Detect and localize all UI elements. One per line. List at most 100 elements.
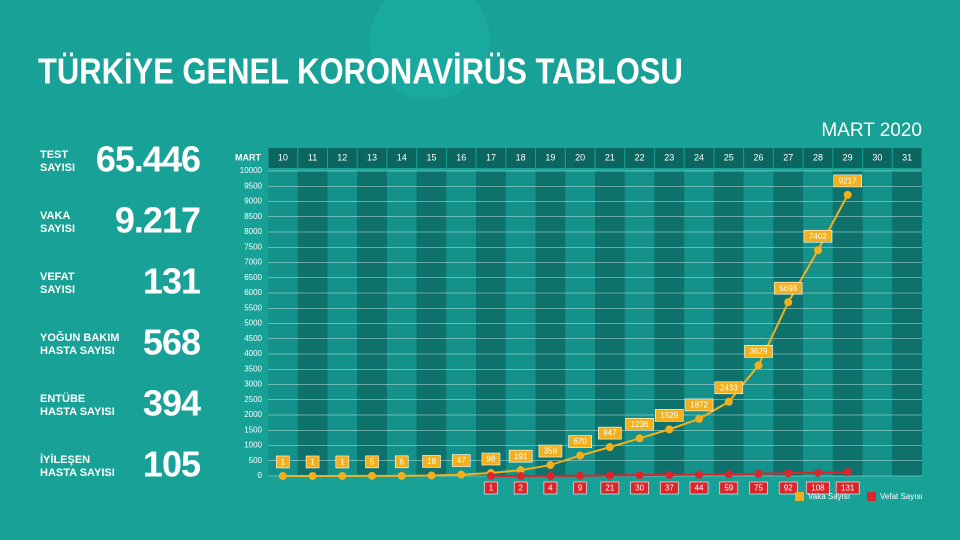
legend-swatch [795,492,804,501]
header-cell [833,148,863,168]
data-point [784,298,793,307]
x-tick-label: 31 [902,152,912,162]
stat-label: VEFAT [40,271,75,283]
x-axis-label: MART [235,152,261,162]
header-cell [417,148,446,168]
value-label-box [573,481,587,495]
legend-swatch [867,492,876,501]
x-tick-label: 26 [753,152,763,162]
data-point [576,471,585,480]
y-tick-label: 1000 [244,441,262,450]
value-label-box [451,454,471,467]
data-point [278,471,287,480]
header-cell [595,148,625,168]
value-label: 75 [754,484,763,493]
x-tick-label: 15 [426,152,436,162]
data-point [813,246,822,255]
x-tick-label: 19 [545,152,555,162]
y-tick-label: 500 [249,456,263,465]
value-label-box [335,455,350,469]
y-tick-label: 5500 [244,303,262,312]
stat-value: 65.446 [96,139,200,180]
y-tick-label: 7500 [244,242,262,251]
data-point [516,471,525,480]
header-cell [744,148,773,168]
y-tick-label: 0 [258,471,263,480]
legend-label: Vefat Sayısı [880,492,923,501]
value-label-box [625,418,654,431]
data-point [665,425,674,434]
value-label: 59 [724,484,733,493]
data-point [754,469,763,478]
value-label-box [773,281,803,295]
data-point [516,466,525,475]
value-label-box [422,455,441,468]
value-label-box [719,481,739,495]
data-point [635,434,644,443]
value-label: 947 [603,429,617,438]
stat-value: 131 [143,261,201,302]
data-point [635,471,644,480]
data-point [605,443,614,452]
y-tick-label: 8500 [244,212,262,221]
stat-value: 9.217 [115,200,200,241]
data-point [843,190,852,199]
value-label-box [276,455,290,469]
value-label: 1 [489,484,494,493]
value-label-box [744,345,773,358]
value-label-box [630,481,649,495]
x-tick-label: 20 [575,152,585,162]
value-label: 37 [665,484,674,493]
data-point [605,471,614,480]
value-label: 7402 [809,232,827,241]
value-label: 30 [635,484,644,493]
value-label: 1236 [631,420,649,429]
x-tick-label: 24 [694,152,704,162]
stat-label: İYİLEŞEN [40,453,90,466]
value-label: 1 [340,458,345,467]
header-cell [298,148,327,168]
value-label: 1 [281,458,286,467]
legend-label: Vaka Sayısı [808,492,850,501]
y-tick-label: 8000 [244,227,262,236]
y-tick-label: 7000 [244,258,262,267]
stat-label: HASTA SAYISI [40,467,115,479]
value-label-box [833,174,862,188]
value-label-box [803,229,833,243]
value-label-box [778,481,798,495]
header-cell [268,148,298,168]
stat-label: HASTA SAYISI [40,345,115,357]
data-point [695,414,704,423]
header-cell [357,148,387,168]
x-tick-label: 23 [664,152,674,162]
data-point [486,471,495,480]
value-label: 4 [548,484,553,493]
y-tick-label: 9000 [244,197,262,206]
x-tick-label: 12 [337,152,347,162]
value-label: 670 [573,437,587,446]
header-cell [803,148,833,168]
y-tick-label: 2500 [244,395,262,404]
decor [370,0,490,100]
stat-label: YOĞUN BAKIM [40,331,119,344]
value-label: 21 [605,484,614,493]
value-label: 5 [370,457,375,466]
stat-label: SAYISI [40,223,75,235]
value-label-box [513,481,528,495]
x-tick-label: 17 [486,152,496,162]
stat-label: ENTÜBE [40,392,85,405]
value-label: 9 [578,484,583,493]
header-cell [714,148,744,168]
value-label-box [660,481,679,495]
subtitle: MART 2020 [821,120,922,141]
value-label-box [484,481,498,495]
stat-label: TEST [40,149,68,161]
x-tick-label: 21 [605,152,615,162]
header-cell [863,148,892,168]
x-tick-label: 10 [278,152,288,162]
value-label: 5698 [779,284,797,293]
data-point [457,470,466,479]
y-tick-label: 6000 [244,288,262,297]
value-label: 47 [457,456,466,465]
